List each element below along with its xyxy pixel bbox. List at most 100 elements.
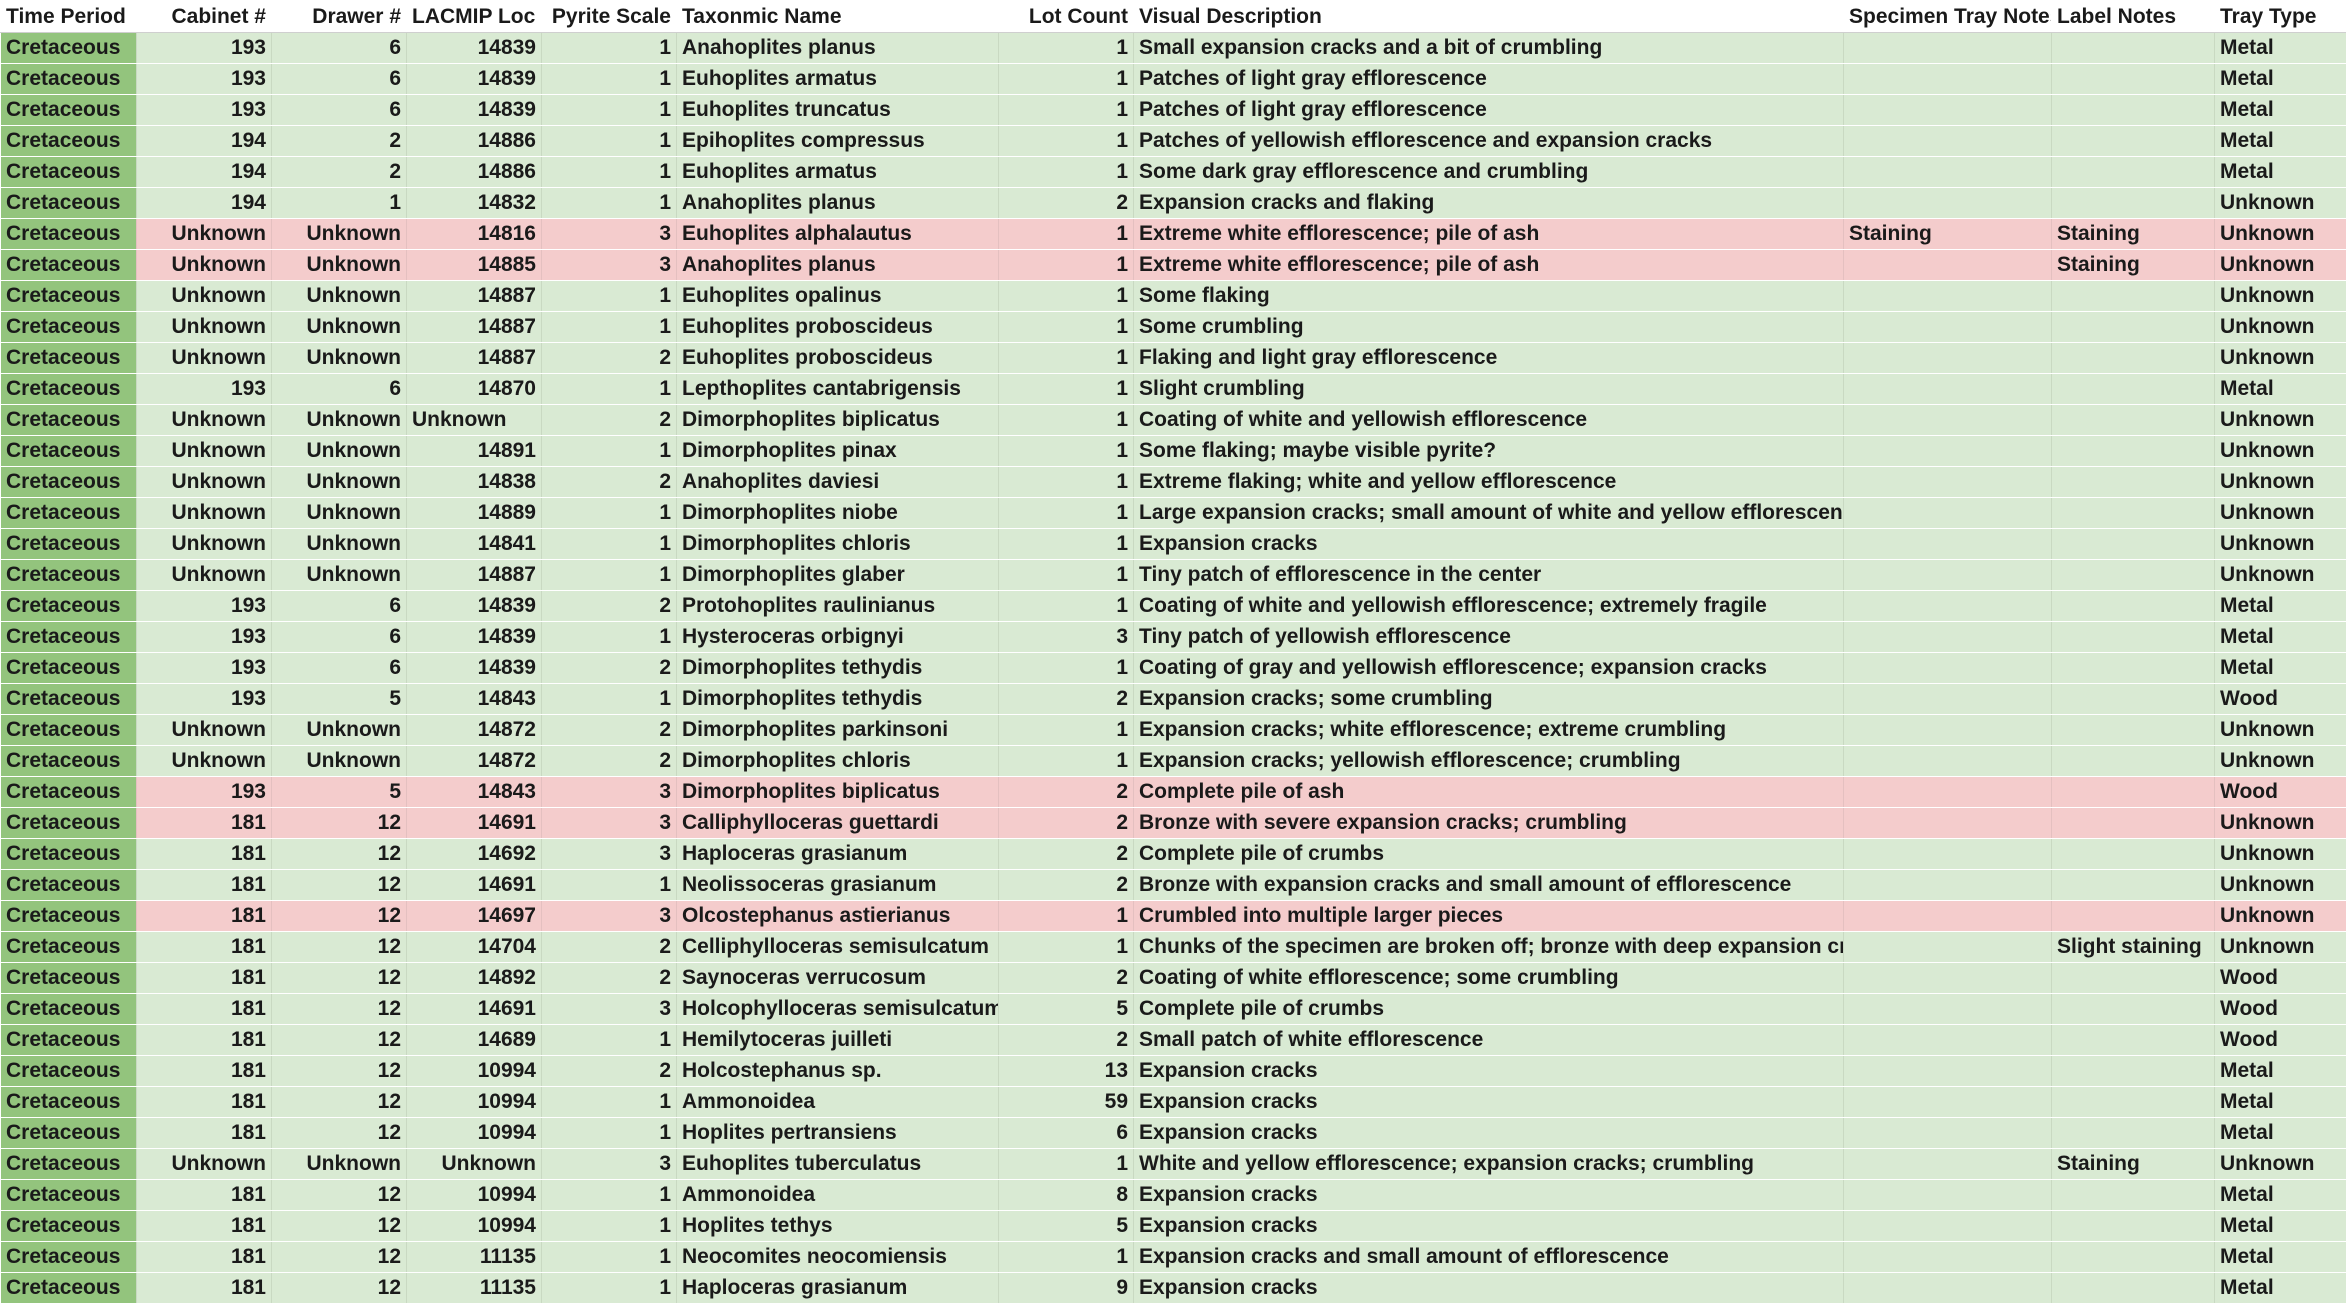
- cell-time-period[interactable]: Cretaceous: [1, 95, 137, 126]
- cell-visual-description[interactable]: Some flaking: [1134, 281, 1844, 312]
- cell-tray-type[interactable]: Unknown: [2215, 498, 2346, 529]
- cell-lot-count[interactable]: 2: [999, 808, 1134, 839]
- cell-specimen-tray-notes[interactable]: [1844, 1180, 2052, 1211]
- cell-pyrite-scale[interactable]: 2: [542, 591, 677, 622]
- cell-lot-count[interactable]: 1: [999, 901, 1134, 932]
- cell-specimen-tray-notes[interactable]: [1844, 777, 2052, 808]
- cell-drawer[interactable]: 12: [272, 1242, 407, 1273]
- cell-taxonomic-name[interactable]: Dimorphoplites chloris: [677, 746, 999, 777]
- cell-visual-description[interactable]: Expansion cracks: [1134, 1273, 1844, 1304]
- cell-time-period[interactable]: Cretaceous: [1, 932, 137, 963]
- cell-tray-type[interactable]: Metal: [2215, 157, 2346, 188]
- cell-lot-count[interactable]: 1: [999, 64, 1134, 95]
- cell-lacmip-loc[interactable]: 14885: [407, 250, 542, 281]
- cell-tray-type[interactable]: Unknown: [2215, 343, 2346, 374]
- cell-taxonomic-name[interactable]: Euhoplites armatus: [677, 157, 999, 188]
- cell-cabinet[interactable]: 193: [137, 684, 272, 715]
- cell-visual-description[interactable]: Bronze with expansion cracks and small a…: [1134, 870, 1844, 901]
- cell-visual-description[interactable]: Some dark gray efflorescence and crumbli…: [1134, 157, 1844, 188]
- cell-taxonomic-name[interactable]: Hoplites tethys: [677, 1211, 999, 1242]
- cell-time-period[interactable]: Cretaceous: [1, 963, 137, 994]
- cell-drawer[interactable]: 6: [272, 64, 407, 95]
- cell-lot-count[interactable]: 1: [999, 498, 1134, 529]
- cell-time-period[interactable]: Cretaceous: [1, 560, 137, 591]
- cell-specimen-tray-notes[interactable]: [1844, 281, 2052, 312]
- cell-specimen-tray-notes[interactable]: [1844, 1149, 2052, 1180]
- cell-tray-type[interactable]: Unknown: [2215, 281, 2346, 312]
- cell-visual-description[interactable]: Coating of white and yellowish effloresc…: [1134, 591, 1844, 622]
- cell-label-notes[interactable]: [2052, 436, 2215, 467]
- cell-time-period[interactable]: Cretaceous: [1, 374, 137, 405]
- cell-label-notes[interactable]: Staining: [2052, 1149, 2215, 1180]
- cell-tray-type[interactable]: Metal: [2215, 126, 2346, 157]
- cell-taxonomic-name[interactable]: Olcostephanus astierianus: [677, 901, 999, 932]
- cell-specimen-tray-notes[interactable]: [1844, 374, 2052, 405]
- cell-label-notes[interactable]: [2052, 281, 2215, 312]
- cell-pyrite-scale[interactable]: 1: [542, 1180, 677, 1211]
- cell-drawer[interactable]: Unknown: [272, 405, 407, 436]
- cell-lot-count[interactable]: 2: [999, 963, 1134, 994]
- cell-specimen-tray-notes[interactable]: [1844, 870, 2052, 901]
- cell-time-period[interactable]: Cretaceous: [1, 1056, 137, 1087]
- cell-label-notes[interactable]: [2052, 343, 2215, 374]
- cell-tray-type[interactable]: Metal: [2215, 1118, 2346, 1149]
- cell-pyrite-scale[interactable]: 2: [542, 932, 677, 963]
- cell-lot-count[interactable]: 1: [999, 250, 1134, 281]
- cell-label-notes[interactable]: [2052, 870, 2215, 901]
- cell-lacmip-loc[interactable]: 14832: [407, 188, 542, 219]
- cell-label-notes[interactable]: [2052, 33, 2215, 64]
- cell-lacmip-loc[interactable]: 14872: [407, 715, 542, 746]
- cell-cabinet[interactable]: Unknown: [137, 312, 272, 343]
- cell-label-notes[interactable]: [2052, 498, 2215, 529]
- cell-specimen-tray-notes[interactable]: [1844, 901, 2052, 932]
- cell-lacmip-loc[interactable]: 10994: [407, 1118, 542, 1149]
- cell-visual-description[interactable]: White and yellow efflorescence; expansio…: [1134, 1149, 1844, 1180]
- cell-pyrite-scale[interactable]: 3: [542, 250, 677, 281]
- cell-time-period[interactable]: Cretaceous: [1, 1180, 137, 1211]
- cell-cabinet[interactable]: 194: [137, 157, 272, 188]
- cell-lacmip-loc[interactable]: 14691: [407, 994, 542, 1025]
- cell-lot-count[interactable]: 1: [999, 591, 1134, 622]
- cell-drawer[interactable]: 6: [272, 374, 407, 405]
- cell-cabinet[interactable]: 181: [137, 963, 272, 994]
- cell-time-period[interactable]: Cretaceous: [1, 839, 137, 870]
- cell-drawer[interactable]: 2: [272, 126, 407, 157]
- cell-taxonomic-name[interactable]: Haploceras grasianum: [677, 839, 999, 870]
- cell-taxonomic-name[interactable]: Dimorphoplites glaber: [677, 560, 999, 591]
- cell-taxonomic-name[interactable]: Euhoplites armatus: [677, 64, 999, 95]
- cell-drawer[interactable]: Unknown: [272, 436, 407, 467]
- cell-specimen-tray-notes[interactable]: [1844, 932, 2052, 963]
- cell-specimen-tray-notes[interactable]: [1844, 126, 2052, 157]
- cell-pyrite-scale[interactable]: 1: [542, 1087, 677, 1118]
- cell-label-notes[interactable]: [2052, 622, 2215, 653]
- cell-lacmip-loc[interactable]: 14838: [407, 467, 542, 498]
- cell-visual-description[interactable]: Expansion cracks: [1134, 1056, 1844, 1087]
- cell-lot-count[interactable]: 2: [999, 684, 1134, 715]
- cell-tray-type[interactable]: Metal: [2215, 622, 2346, 653]
- cell-tray-type[interactable]: Unknown: [2215, 746, 2346, 777]
- header-label-notes[interactable]: Label Notes: [2052, 1, 2215, 33]
- cell-cabinet[interactable]: 193: [137, 777, 272, 808]
- cell-tray-type[interactable]: Wood: [2215, 963, 2346, 994]
- cell-label-notes[interactable]: [2052, 994, 2215, 1025]
- cell-label-notes[interactable]: [2052, 467, 2215, 498]
- cell-specimen-tray-notes[interactable]: [1844, 343, 2052, 374]
- cell-time-period[interactable]: Cretaceous: [1, 994, 137, 1025]
- cell-specimen-tray-notes[interactable]: [1844, 1242, 2052, 1273]
- cell-lacmip-loc[interactable]: 10994: [407, 1180, 542, 1211]
- cell-lacmip-loc[interactable]: 10994: [407, 1087, 542, 1118]
- cell-taxonomic-name[interactable]: Euhoplites proboscideus: [677, 312, 999, 343]
- cell-lot-count[interactable]: 1: [999, 374, 1134, 405]
- cell-pyrite-scale[interactable]: 1: [542, 1242, 677, 1273]
- cell-cabinet[interactable]: 181: [137, 1180, 272, 1211]
- cell-tray-type[interactable]: Metal: [2215, 1242, 2346, 1273]
- cell-lot-count[interactable]: 1: [999, 219, 1134, 250]
- cell-time-period[interactable]: Cretaceous: [1, 746, 137, 777]
- cell-lot-count[interactable]: 1: [999, 529, 1134, 560]
- cell-taxonomic-name[interactable]: Dimorphoplites niobe: [677, 498, 999, 529]
- cell-tray-type[interactable]: Unknown: [2215, 467, 2346, 498]
- cell-visual-description[interactable]: Coating of white and yellowish effloresc…: [1134, 405, 1844, 436]
- cell-drawer[interactable]: 6: [272, 33, 407, 64]
- cell-time-period[interactable]: Cretaceous: [1, 33, 137, 64]
- cell-visual-description[interactable]: Tiny patch of yellowish efflorescence: [1134, 622, 1844, 653]
